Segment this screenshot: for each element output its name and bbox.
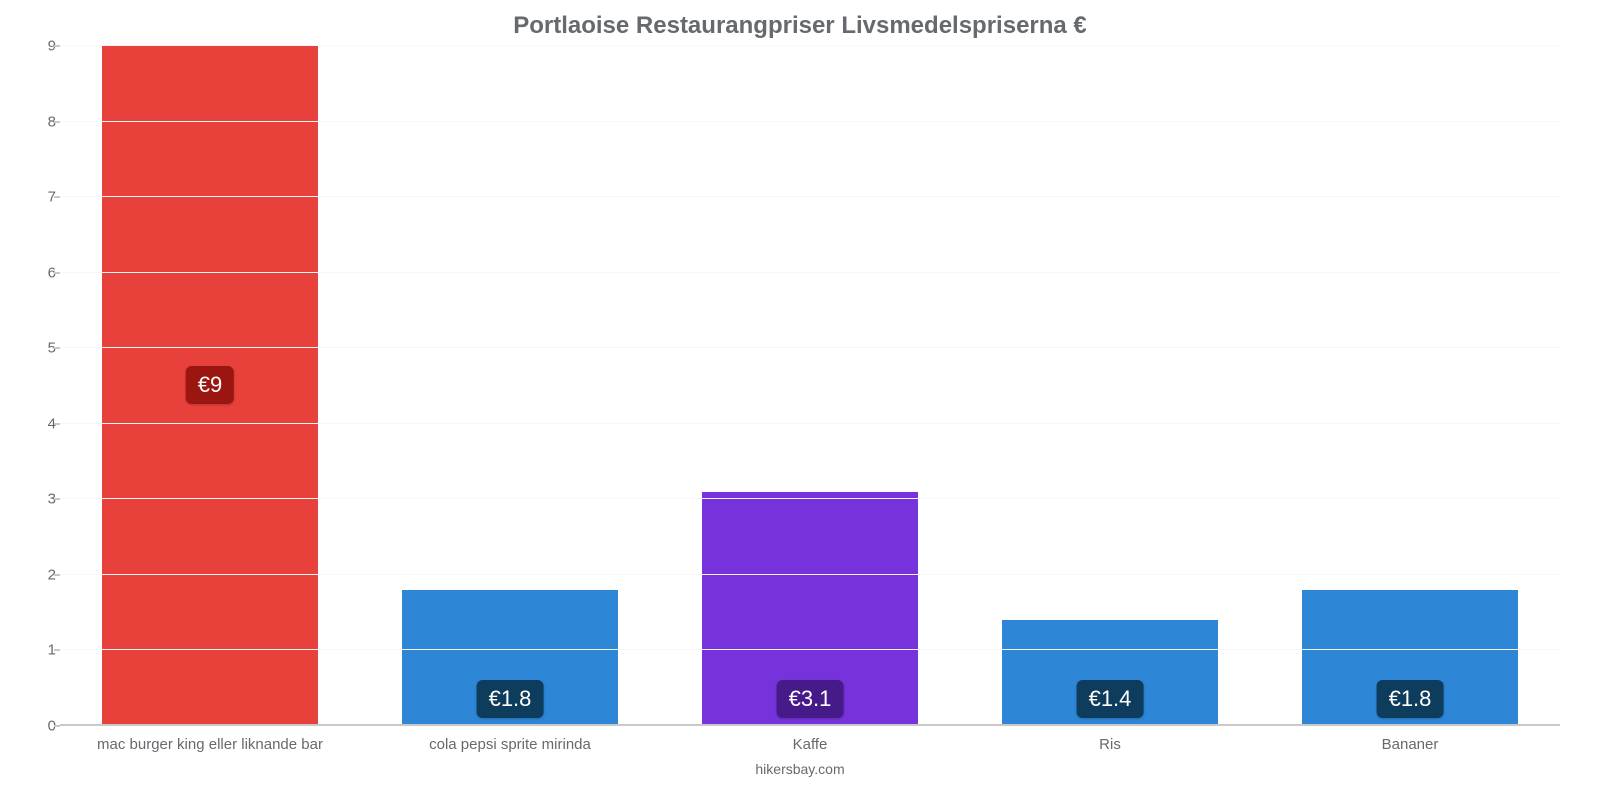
x-axis-label: Bananer [1260, 726, 1560, 753]
bar-slot: €1.8 [1260, 46, 1560, 726]
y-tick-mark [54, 121, 60, 123]
chart-credit: hikersbay.com [20, 753, 1580, 777]
value-badge: €1.8 [477, 680, 544, 718]
bar: €3.1 [702, 492, 918, 726]
bar: €1.8 [1302, 590, 1518, 726]
value-badge: €9 [186, 366, 234, 404]
y-tick-label: 5 [32, 340, 56, 357]
grid-line [60, 121, 1560, 122]
bar: €1.8 [402, 590, 618, 726]
bar-slot: €9 [60, 46, 360, 726]
y-tick-mark [54, 725, 60, 727]
grid-line [60, 649, 1560, 650]
bar-slot: €1.8 [360, 46, 660, 726]
price-bar-chart: Portlaoise Restaurangpriser Livsmedelspr… [0, 0, 1600, 800]
chart-title: Portlaoise Restaurangpriser Livsmedelspr… [20, 0, 1580, 46]
y-tick-label: 1 [32, 642, 56, 659]
y-tick-mark [54, 498, 60, 500]
grid-line [60, 498, 1560, 499]
y-tick-mark [54, 272, 60, 274]
grid-line [60, 347, 1560, 348]
x-axis-label: Ris [960, 726, 1260, 753]
y-tick-label: 6 [32, 264, 56, 281]
y-tick-mark [54, 347, 60, 349]
bars-container: €9 €1.8 €3.1 €1.4 €1.8 [60, 46, 1560, 726]
plot-area: €9€1.8€3.1€1.4€1.8 0123456789 [60, 46, 1560, 726]
value-badge: €1.4 [1077, 680, 1144, 718]
value-badge: €1.8 [1377, 680, 1444, 718]
x-axis-labels: mac burger king eller liknande barcola p… [60, 726, 1560, 753]
y-tick-label: 4 [32, 415, 56, 432]
bar: €9 [102, 46, 318, 726]
y-tick-mark [54, 649, 60, 651]
grid-line [60, 272, 1560, 273]
x-axis-label: mac burger king eller liknande bar [60, 726, 360, 753]
x-axis-label: Kaffe [660, 726, 960, 753]
grid-line [60, 45, 1560, 46]
x-axis-line [60, 724, 1560, 726]
y-tick-mark [54, 45, 60, 47]
y-tick-label: 8 [32, 113, 56, 130]
y-tick-label: 9 [32, 38, 56, 55]
value-badge: €3.1 [777, 680, 844, 718]
y-tick-mark [54, 574, 60, 576]
grid-line [60, 423, 1560, 424]
x-axis-label: cola pepsi sprite mirinda [360, 726, 660, 753]
grid-line [60, 574, 1560, 575]
y-tick-label: 0 [32, 718, 56, 735]
y-tick-label: 7 [32, 189, 56, 206]
bar-slot: €3.1 [660, 46, 960, 726]
bar: €1.4 [1002, 620, 1218, 726]
y-tick-label: 3 [32, 491, 56, 508]
bar-slot: €1.4 [960, 46, 1260, 726]
y-tick-mark [54, 196, 60, 198]
y-tick-mark [54, 423, 60, 425]
grid-line [60, 196, 1560, 197]
y-tick-label: 2 [32, 566, 56, 583]
